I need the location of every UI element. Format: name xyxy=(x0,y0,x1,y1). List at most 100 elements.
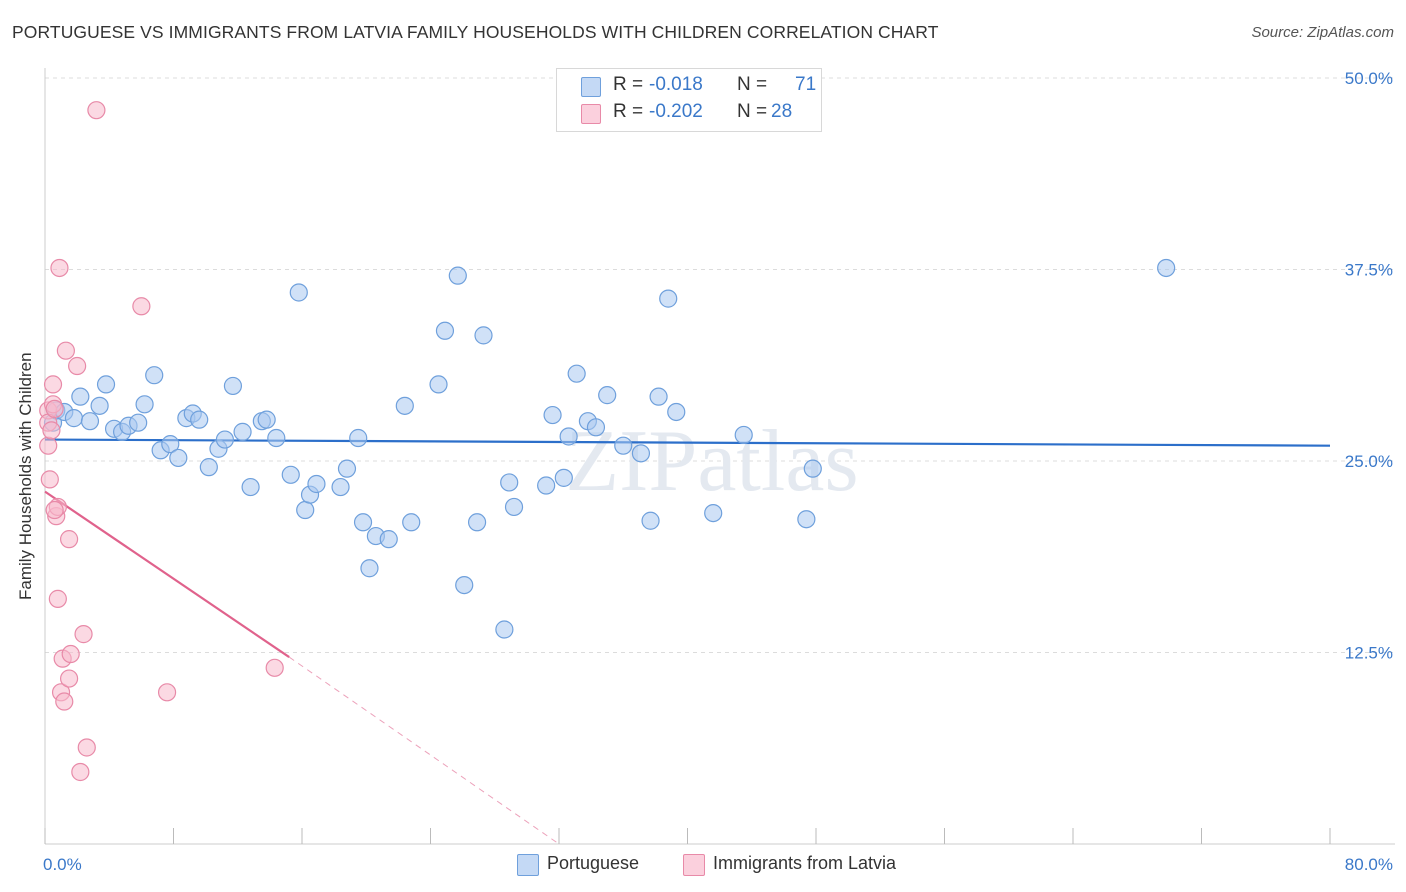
data-point xyxy=(199,458,218,477)
data-point xyxy=(360,559,379,578)
data-point xyxy=(734,425,753,445)
gridlines xyxy=(45,77,1395,653)
data-point xyxy=(267,428,286,448)
data-point xyxy=(43,375,63,394)
data-point xyxy=(598,386,617,405)
r-value: -0.202 xyxy=(649,101,703,122)
r-value: -0.018 xyxy=(649,74,703,95)
data-point xyxy=(161,435,180,454)
legend-swatch-latvia xyxy=(581,104,601,124)
legend-swatch-latvia xyxy=(683,854,705,876)
data-point xyxy=(402,513,421,532)
data-point xyxy=(567,364,586,383)
x-tick-label: 0.0% xyxy=(43,855,82,874)
data-point xyxy=(495,620,514,639)
x-tick-label: 80.0% xyxy=(1345,855,1393,874)
data-point xyxy=(80,412,100,431)
y-tick-label: 12.5% xyxy=(1345,644,1393,663)
data-point xyxy=(349,428,368,448)
data-point xyxy=(45,399,64,419)
data-point xyxy=(586,418,606,437)
data-point xyxy=(48,589,67,608)
data-point xyxy=(429,375,448,394)
data-point xyxy=(74,625,93,644)
data-point xyxy=(61,644,80,664)
data-point xyxy=(233,422,252,441)
data-point xyxy=(40,470,59,489)
trend-lines xyxy=(44,438,1331,845)
data-point xyxy=(169,448,188,468)
y-tick-label: 50.0% xyxy=(1345,69,1393,88)
data-point xyxy=(42,421,61,440)
data-point xyxy=(803,459,822,478)
legend-swatch-portuguese xyxy=(581,77,601,97)
data-point xyxy=(289,283,308,302)
data-point xyxy=(543,405,562,425)
data-point xyxy=(504,497,524,517)
data-point xyxy=(559,427,578,446)
n-value: 71 xyxy=(795,74,817,95)
data-point xyxy=(474,326,493,345)
data-point xyxy=(55,692,74,711)
data-point xyxy=(797,510,816,529)
data-point xyxy=(87,101,106,120)
data-point xyxy=(39,436,58,455)
data-point xyxy=(281,465,300,484)
correlation-legend: R = -0.018 N = 71 R = -0.202 N = 28 xyxy=(556,68,822,132)
data-point xyxy=(71,387,90,406)
data-point xyxy=(59,530,79,549)
data-point xyxy=(215,430,234,449)
data-point xyxy=(157,683,177,702)
data-point xyxy=(649,387,668,406)
trend-line xyxy=(44,490,290,659)
data-point xyxy=(90,396,109,415)
n-value: 28 xyxy=(771,101,793,122)
chart-title: PORTUGUESE VS IMMIGRANTS FROM LATVIA FAM… xyxy=(12,22,939,42)
data-point xyxy=(331,477,350,497)
legend-label-latvia: Immigrants from Latvia xyxy=(713,853,897,873)
data-point xyxy=(265,658,284,677)
data-point xyxy=(223,376,243,396)
data-point xyxy=(554,468,573,487)
data-point xyxy=(467,513,487,532)
data-point xyxy=(379,530,398,549)
source-label: Source: ZipAtlas.com xyxy=(1251,24,1394,41)
data-point xyxy=(337,459,357,478)
data-point xyxy=(68,356,87,376)
data-point xyxy=(500,473,519,492)
data-point xyxy=(614,436,633,455)
data-point xyxy=(135,395,154,414)
data-point xyxy=(190,410,209,429)
r-label: R = xyxy=(613,74,644,95)
data-point xyxy=(56,341,75,360)
data-point xyxy=(659,289,678,308)
n-label: N = xyxy=(737,74,768,95)
tick-labels: 12.5% 25.0% 37.5% 50.0% 0.0% 80.0% xyxy=(43,69,1393,874)
y-tick-label: 25.0% xyxy=(1345,452,1393,471)
data-point xyxy=(77,738,96,757)
data-point xyxy=(353,513,373,532)
data-point xyxy=(50,258,69,278)
data-point xyxy=(455,575,474,595)
legend-swatch-portuguese xyxy=(517,854,539,876)
data-point xyxy=(537,476,556,495)
data-point xyxy=(667,402,686,422)
data-point xyxy=(71,762,90,782)
data-point xyxy=(241,477,260,497)
data-point xyxy=(307,474,326,494)
data-point xyxy=(59,669,79,688)
data-point xyxy=(641,511,660,530)
y-tick-label: 37.5% xyxy=(1345,261,1393,280)
data-point xyxy=(96,375,116,394)
legend-label-portuguese: Portuguese xyxy=(547,853,640,873)
data-point xyxy=(435,321,455,340)
data-point xyxy=(129,413,148,432)
data-point xyxy=(145,366,164,385)
data-point xyxy=(296,500,315,520)
trend-line xyxy=(44,438,1331,447)
trend-line-extension xyxy=(288,656,560,845)
n-label: N = xyxy=(737,101,768,122)
data-point xyxy=(257,410,276,429)
y-axis-label: Family Households with Children xyxy=(16,352,35,600)
